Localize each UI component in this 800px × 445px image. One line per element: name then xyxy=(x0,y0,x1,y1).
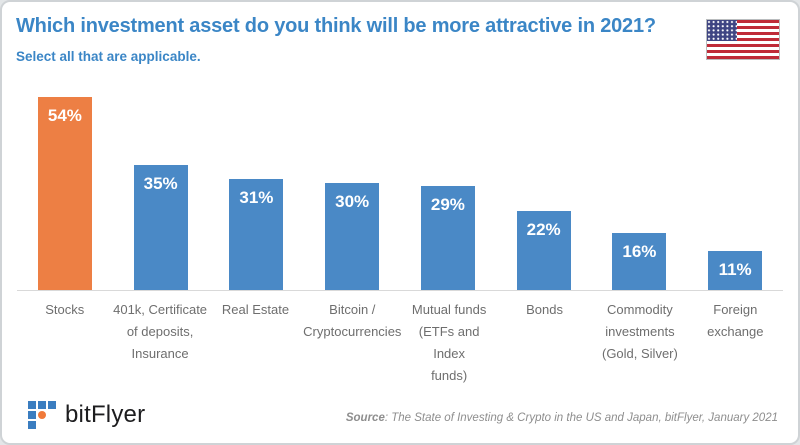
category-label-3: Bitcoin / Cryptocurrencies xyxy=(303,302,402,339)
page-subtitle: Select all that are applicable. xyxy=(16,49,201,64)
bar-1: 35% xyxy=(133,165,188,290)
source-label: Source xyxy=(345,412,385,424)
bar-column-6: 16% xyxy=(592,97,688,290)
category-label-1: 401k, Certificate of deposits, Insurance xyxy=(113,302,208,361)
bar-value-label: 30% xyxy=(335,192,370,211)
bar-3: 30% xyxy=(325,183,380,290)
category-label-2: Real Estate xyxy=(221,302,290,317)
bar-7: 11% xyxy=(708,251,763,290)
bar-column-5: 22% xyxy=(496,97,592,290)
bars-row: 54% 35% 31% 30% 29% 22% 16% 11% xyxy=(17,97,783,291)
us-flag-canton xyxy=(707,20,737,41)
source-text: : The State of Investing & Crypto in the… xyxy=(384,412,778,424)
bar-value-label: 35% xyxy=(143,174,178,193)
bar-0: 54% xyxy=(37,97,92,290)
bar-2: 31% xyxy=(229,179,284,290)
category-label-7: Foreign exchange xyxy=(707,302,764,339)
bar-column-7: 11% xyxy=(687,97,783,290)
bar-column-3: 30% xyxy=(304,97,400,290)
source-note: Source: The State of Investing & Crypto … xyxy=(346,412,778,424)
category-label-0: Stocks xyxy=(45,302,85,317)
bar-column-0: 54% xyxy=(17,97,113,290)
us-flag-icon xyxy=(706,19,780,60)
category-label-4: Mutual funds (ETFs and Index funds) xyxy=(411,302,487,383)
bar-value-label: 31% xyxy=(239,188,274,207)
bitflyer-logo-icon xyxy=(28,401,56,429)
bar-value-label: 16% xyxy=(622,242,657,261)
category-label-5: Bonds xyxy=(526,302,563,317)
bar-value-label: 11% xyxy=(718,260,752,279)
bar-column-4: 29% xyxy=(400,97,496,290)
labels-row: Stocks 401k, Certificate of deposits, Ins… xyxy=(17,299,783,387)
bar-4: 29% xyxy=(420,186,475,290)
bar-6: 16% xyxy=(612,233,667,290)
bitflyer-logo: bitFlyer xyxy=(28,401,145,429)
bar-column-2: 31% xyxy=(209,97,305,290)
category-label-6: Commodity investments (Gold, Silver) xyxy=(601,302,678,361)
bar-value-label: 22% xyxy=(526,220,561,239)
bar-value-label: 54% xyxy=(47,106,82,125)
page-title: Which investment asset do you think will… xyxy=(16,15,656,37)
bar-column-1: 35% xyxy=(113,97,209,290)
bar-5: 22% xyxy=(516,211,571,290)
bar-value-label: 29% xyxy=(430,195,465,214)
bitflyer-logo-text: bitFlyer xyxy=(65,401,146,428)
